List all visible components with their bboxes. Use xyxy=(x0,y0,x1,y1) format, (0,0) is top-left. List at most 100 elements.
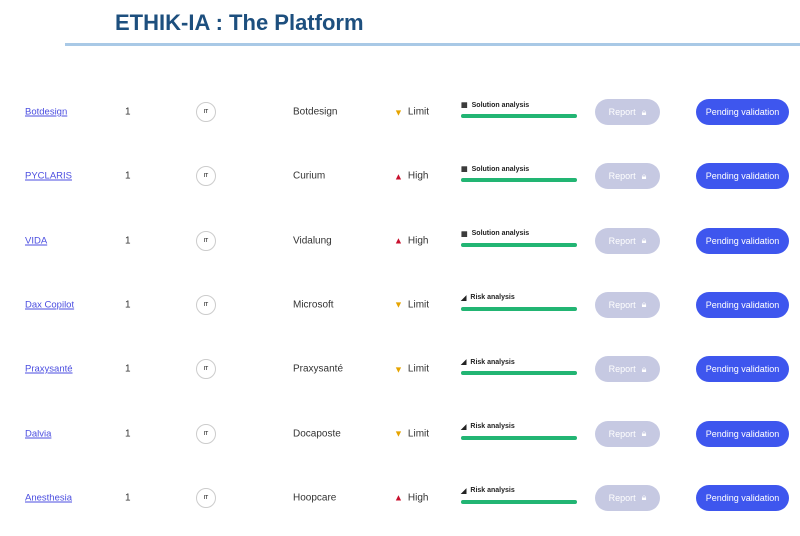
category-badge: IT xyxy=(196,102,216,122)
risk-level: ▲ High xyxy=(394,492,429,503)
report-label: Report xyxy=(608,107,636,117)
stage-progress: ◢ Risk analysis xyxy=(461,423,577,445)
project-link[interactable]: PYCLARIS xyxy=(25,170,72,182)
project-link[interactable]: VIDA xyxy=(25,235,48,247)
project-count: 1 xyxy=(125,363,131,375)
lock-icon: 🔒︎ xyxy=(641,235,647,246)
report-button[interactable]: Report 🔒︎ xyxy=(595,291,660,318)
report-label: Report xyxy=(608,299,636,310)
progress-fill xyxy=(461,114,577,118)
project-count: 1 xyxy=(125,106,131,118)
grid-icon: ▦ xyxy=(461,166,468,174)
report-label: Report xyxy=(608,492,636,503)
pending-validation-button[interactable]: Pending validation xyxy=(696,484,789,511)
stage-label: Risk analysis xyxy=(470,294,515,302)
table-row: Dax Copilot 1 IT Microsoft ▼ Limit ◢ Risk… xyxy=(0,290,800,320)
risk-label: Limit xyxy=(407,428,430,439)
report-button[interactable]: Report 🔒︎ xyxy=(595,163,660,190)
risk-level: ▲ High xyxy=(394,235,429,246)
company-name: Curium xyxy=(293,170,326,182)
progress-fill xyxy=(461,435,577,440)
company-name: Botdesign xyxy=(293,106,338,118)
chart-icon: ◢ xyxy=(461,294,467,302)
project-link[interactable]: Dalvia xyxy=(25,428,52,439)
project-link[interactable]: Praxysanté xyxy=(25,363,73,375)
table-row: Dalvia 1 IT Docaposte ▼ Limit ◢ Risk anal… xyxy=(0,419,800,449)
risk-level: ▼ Limit xyxy=(394,107,429,118)
project-link[interactable]: Anesthesia xyxy=(25,492,73,504)
report-button[interactable]: Report 🔒︎ xyxy=(595,227,660,254)
triangle-down-icon: ▼ xyxy=(394,299,403,310)
triangle-down-icon: ▼ xyxy=(394,428,403,439)
report-button[interactable]: Report 🔒︎ xyxy=(595,356,660,383)
category-badge: IT xyxy=(196,359,216,380)
grid-icon: ▦ xyxy=(461,102,468,109)
project-count: 1 xyxy=(125,299,131,311)
stage-label: Solution analysis xyxy=(471,230,530,238)
project-count: 1 xyxy=(125,235,131,247)
progress-fill xyxy=(461,371,577,376)
progress-bar xyxy=(461,435,577,440)
progress-fill xyxy=(461,306,577,311)
page-title: ETHIK-IA : The Platform xyxy=(115,10,364,35)
progress-fill xyxy=(461,242,577,247)
risk-level: ▲ High xyxy=(394,171,429,182)
progress-bar xyxy=(461,499,577,504)
progress-fill xyxy=(461,178,577,183)
report-label: Report xyxy=(608,428,636,439)
pending-validation-button[interactable]: Pending validation xyxy=(696,356,789,383)
risk-level: ▼ Limit xyxy=(394,428,429,439)
category-badge: IT xyxy=(196,230,216,251)
grid-icon: ▦ xyxy=(461,230,468,238)
stage-progress: ◢ Risk analysis xyxy=(461,294,577,316)
progress-bar xyxy=(461,114,577,118)
stage-progress: ▦ Solution analysis xyxy=(461,101,577,123)
stage-label: Solution analysis xyxy=(471,165,530,173)
pending-validation-button[interactable]: Pending validation xyxy=(696,99,789,125)
lock-icon: 🔒︎ xyxy=(641,299,647,310)
progress-bar xyxy=(461,306,577,311)
company-name: Praxysanté xyxy=(293,363,344,375)
progress-bar xyxy=(461,178,577,183)
report-button[interactable]: Report 🔒︎ xyxy=(595,99,660,125)
lock-icon: 🔒︎ xyxy=(641,170,647,181)
lock-icon: 🔒︎ xyxy=(641,106,647,117)
table-row: PYCLARIS 1 IT Curium ▲ High ▦ Solution an… xyxy=(0,161,800,191)
report-label: Report xyxy=(608,235,636,246)
company-name: Microsoft xyxy=(293,299,334,311)
progress-fill xyxy=(461,499,577,504)
stage-label: Risk analysis xyxy=(470,487,515,495)
stage-progress: ▦ Solution analysis xyxy=(461,230,577,252)
report-label: Report xyxy=(608,171,636,182)
triangle-up-icon: ▲ xyxy=(394,171,403,182)
chart-icon: ◢ xyxy=(461,359,467,367)
risk-label: High xyxy=(407,492,429,504)
progress-bar xyxy=(461,371,577,376)
lock-icon: 🔒︎ xyxy=(641,492,647,503)
lock-icon: 🔒︎ xyxy=(641,363,647,374)
title-divider xyxy=(65,43,800,46)
lock-icon: 🔒︎ xyxy=(641,428,647,438)
risk-label: Limit xyxy=(407,299,430,311)
company-name: Docaposte xyxy=(293,428,341,439)
category-badge: IT xyxy=(196,166,216,187)
stage-label: Risk analysis xyxy=(470,358,515,366)
chart-icon: ◢ xyxy=(461,487,467,495)
project-link[interactable]: Botdesign xyxy=(25,106,68,118)
pending-validation-button[interactable]: Pending validation xyxy=(696,163,789,190)
report-label: Report xyxy=(608,364,636,375)
report-button[interactable]: Report 🔒︎ xyxy=(595,420,660,447)
projects-table xyxy=(8,78,800,528)
risk-label: Limit xyxy=(407,363,430,375)
stage-progress: ▦ Solution analysis xyxy=(461,165,577,187)
pending-validation-button[interactable]: Pending validation xyxy=(696,291,789,318)
chart-icon: ◢ xyxy=(461,423,467,431)
pending-validation-button[interactable]: Pending validation xyxy=(696,227,789,254)
triangle-up-icon: ▲ xyxy=(394,235,403,246)
pending-validation-button[interactable]: Pending validation xyxy=(696,420,789,447)
company-name: Hoopcare xyxy=(293,492,337,504)
company-name: Vidalung xyxy=(293,235,332,247)
project-link[interactable]: Dax Copilot xyxy=(25,299,75,311)
report-button[interactable]: Report 🔒︎ xyxy=(595,484,660,511)
stage-progress: ◢ Risk analysis xyxy=(461,487,577,509)
